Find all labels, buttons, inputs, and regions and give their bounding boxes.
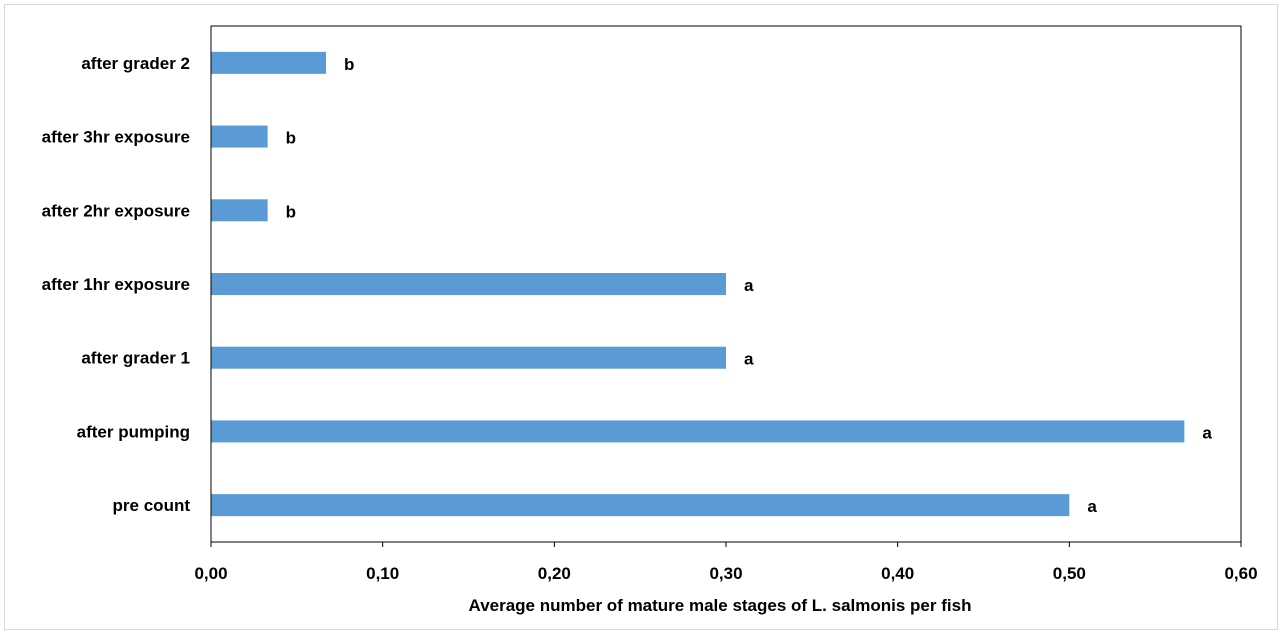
x-tick-label: 0,00 [194, 564, 227, 583]
category-label: after 1hr exposure [42, 275, 190, 294]
category-label: after 3hr exposure [42, 128, 190, 147]
category-label: after 2hr exposure [42, 201, 190, 220]
data-label: a [1202, 423, 1212, 442]
data-label: a [744, 276, 754, 295]
bars-layer [211, 51, 1185, 517]
data-label: a [744, 350, 754, 369]
bar [211, 125, 268, 148]
data-label: b [286, 202, 296, 221]
chart-frame [4, 4, 1278, 630]
x-tick-label: 0,10 [366, 564, 399, 583]
data-label: b [344, 55, 354, 74]
x-tick-label: 0,20 [538, 564, 571, 583]
bar [211, 420, 1185, 443]
data-label: b [286, 129, 296, 148]
x-tick-label: 0,40 [881, 564, 914, 583]
x-tick-label: 0,30 [709, 564, 742, 583]
x-tick-label: 0,50 [1053, 564, 1086, 583]
x-tick-label: 0,60 [1224, 564, 1257, 583]
category-label: after pumping [77, 422, 190, 441]
bar [211, 494, 1070, 517]
x-axis-title: Average number of mature male stages of … [469, 596, 972, 615]
bar [211, 51, 327, 74]
bar [211, 199, 268, 222]
bar [211, 273, 726, 295]
axis-layer: pre count after pumping after grader 1 afte… [42, 25, 1258, 583]
category-label: pre count [113, 496, 191, 515]
category-label: after grader 1 [81, 349, 190, 368]
bar [211, 346, 726, 369]
data-label: a [1087, 497, 1097, 516]
data-labels-layer: a a a a b b b [286, 55, 1213, 516]
category-label: after grader 2 [81, 54, 190, 73]
